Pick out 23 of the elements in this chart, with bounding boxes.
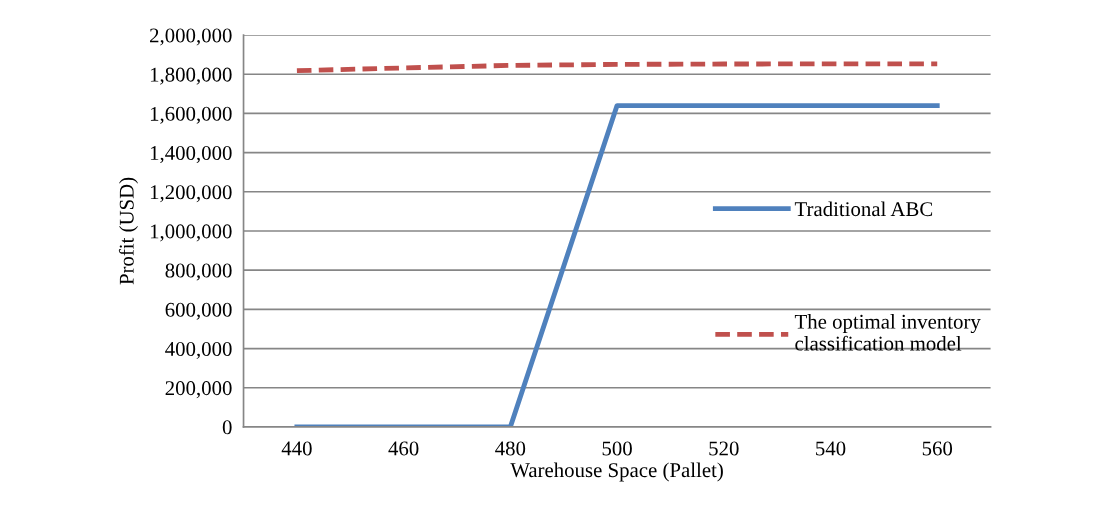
x-tick-label: 520 [709, 441, 739, 456]
y-tick-label: 1,200,000 [150, 185, 232, 203]
y-tick-label: 1,000,000 [150, 224, 232, 242]
y-tick-label: 1,400,000 [150, 145, 232, 164]
y-tick-label: 2,000,000 [150, 28, 232, 46]
x-axis-title: Warehouse Space (Pallet) [510, 462, 723, 482]
y-tick-label: 0 [222, 420, 232, 435]
x-tick-label: 460 [388, 441, 419, 456]
y-tick-label: 600,000 [165, 302, 232, 320]
y-tick-label: 200,000 [165, 381, 232, 399]
y-tick-label: 1,800,000 [150, 67, 232, 85]
legend-label: The optimal inventory classification model [794, 314, 981, 351]
legend-label: Traditional ABC [794, 201, 933, 217]
y-tick-label: 1,600,000 [150, 106, 232, 124]
line-series [294, 61, 940, 74]
x-tick-label: 540 [816, 441, 846, 456]
x-tick-label: 560 [922, 441, 953, 456]
x-tick-label: 480 [495, 441, 526, 456]
y-tick-label: 800,000 [165, 263, 232, 281]
y-tick-label: 400,000 [165, 341, 232, 359]
x-tick-label: 440 [281, 441, 312, 456]
y-axis-title: Profit (USD) [118, 177, 138, 285]
x-tick-label: 500 [602, 441, 632, 456]
